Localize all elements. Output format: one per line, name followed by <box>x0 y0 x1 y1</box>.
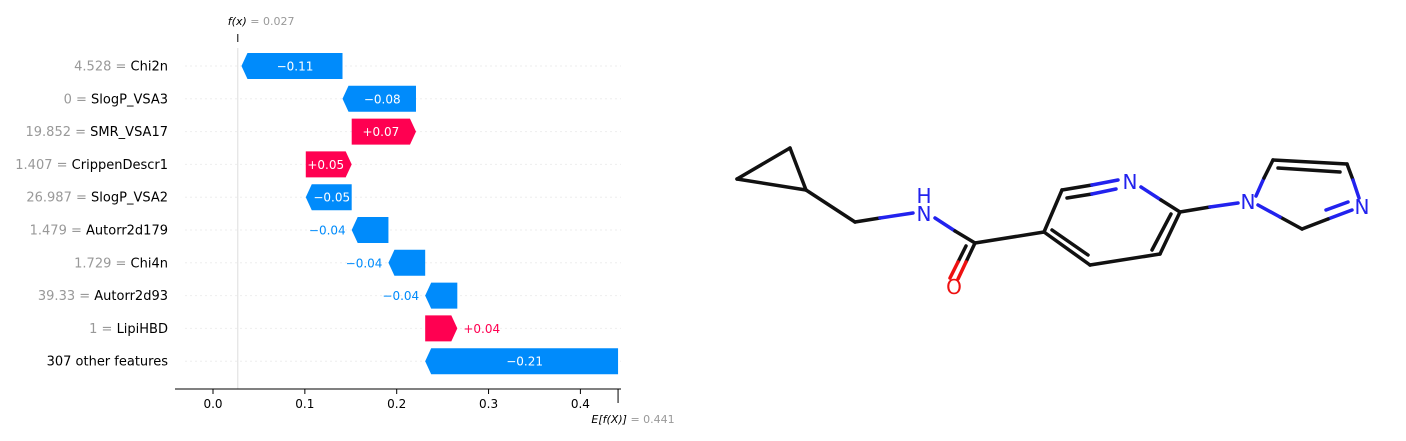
negative-bar <box>351 217 389 243</box>
pyridine-ring <box>1042 178 1182 267</box>
feature-value: 19.852 <box>26 125 72 140</box>
feature-equals: = <box>111 256 130 271</box>
bar-value-label: +0.04 <box>463 322 500 336</box>
feature-equals: = <box>97 322 116 337</box>
negative-bar <box>425 348 619 375</box>
feature-value: 26.987 <box>26 191 72 206</box>
bar-value-label: −0.11 <box>277 60 314 74</box>
bar-value-label: +0.07 <box>362 125 399 139</box>
positive-bar <box>425 315 458 342</box>
feature-label: 1.729 = Chi4n <box>74 256 168 271</box>
bar-value-label: −0.04 <box>309 224 346 238</box>
atom-label-amide-h: H <box>916 184 931 208</box>
feature-value: 4.528 <box>74 60 111 75</box>
atom-label-pyridine-n: N <box>1123 170 1138 194</box>
atom-labels: N H O N N N <box>916 170 1369 299</box>
imidazole-ring <box>1178 158 1361 231</box>
x-tick-label: 0.3 <box>479 397 498 411</box>
feature-name: Autorr2d93 <box>94 289 168 304</box>
feature-equals: = <box>111 60 130 75</box>
feature-equals: = <box>67 224 86 239</box>
base-annotation: E[f(X)] = 0.441 <box>591 413 674 426</box>
feature-name: LipiHBD <box>117 322 168 337</box>
fx-value: 0.027 <box>263 15 295 28</box>
feature-label: 19.852 = SMR_VSA17 <box>26 125 169 140</box>
feature-name: Chi4n <box>131 256 168 271</box>
bar-value-label: −0.21 <box>506 355 543 369</box>
contribution-bars: −0.11 −0.08 +0.07 +0.05 −0.05 −0.04 −0.04 −0.04… <box>241 53 619 375</box>
cyclopropyl-ring <box>735 146 808 192</box>
carbonyl-bond <box>948 241 977 281</box>
feature-name: Chi2n <box>131 60 168 75</box>
feature-label: 1 = LipiHBD <box>89 322 168 337</box>
feature-value: 0 <box>64 92 72 107</box>
x-tick-label: 0.0 <box>203 397 222 411</box>
feature-label: 39.33 = Autorr2d93 <box>38 289 168 304</box>
negative-bar <box>241 53 343 79</box>
feature-labels: 4.528 = Chi2n 0 = SlogP_VSA3 19.852 = SMR_… <box>15 60 168 370</box>
feature-label: 0 = SlogP_VSA3 <box>64 92 168 107</box>
base-value: 0.441 <box>643 413 675 426</box>
shap-waterfall-chart: f(x) = 0.027 4.528 = Chi2n 0 = SlogP_VSA3… <box>15 15 674 426</box>
feature-equals: = <box>75 289 94 304</box>
positive-bar <box>351 118 416 145</box>
negative-bar <box>388 249 426 276</box>
x-tick-label: 0.4 <box>571 397 590 411</box>
atom-label-amide-n: N <box>917 202 932 226</box>
atom-label-imidazole-n1: N <box>1241 190 1256 214</box>
feature-value: 39.33 <box>38 289 75 304</box>
feature-equals: = <box>72 92 91 107</box>
atom-label-oxygen: O <box>946 275 962 299</box>
fx-label: f(x) <box>228 15 247 28</box>
base-equals: = <box>630 413 643 426</box>
feature-name: SlogP_VSA3 <box>91 92 168 107</box>
bar-value-label: −0.04 <box>382 289 419 303</box>
x-axis: 0.0 0.1 0.2 0.3 0.4 <box>175 388 621 411</box>
negative-bar <box>342 85 416 112</box>
linker-bonds <box>804 188 1046 245</box>
feature-label: 1.479 = Autorr2d179 <box>30 224 168 239</box>
feature-value: 1.407 <box>15 158 52 173</box>
feature-value: 1.479 <box>30 224 67 239</box>
negative-bar <box>425 282 458 309</box>
molecule-structure: N H O N N N <box>735 146 1369 299</box>
feature-equals: = <box>72 191 91 206</box>
feature-value: 1 <box>89 322 97 337</box>
feature-label: 307 other features <box>47 355 169 370</box>
feature-label: 26.987 = SlogP_VSA2 <box>26 191 168 206</box>
fx-annotation: f(x) = 0.027 <box>228 15 295 28</box>
x-tick-label: 0.2 <box>387 397 406 411</box>
bar-value-label: −0.05 <box>313 191 350 205</box>
base-label: E[f(X)] <box>591 413 627 426</box>
fx-marker: f(x) = 0.027 <box>228 15 295 389</box>
feature-name: 307 other features <box>47 355 169 370</box>
feature-value: 1.729 <box>74 256 111 271</box>
positive-bar <box>305 151 352 178</box>
feature-name: CrippenDescr1 <box>72 158 168 173</box>
x-tick-label: 0.1 <box>295 397 314 411</box>
feature-name: SMR_VSA17 <box>90 125 168 140</box>
feature-name: Autorr2d179 <box>86 224 168 239</box>
feature-equals: = <box>53 158 72 173</box>
atom-label-imidazole-n3: N <box>1355 195 1370 219</box>
bar-value-label: +0.05 <box>307 158 344 172</box>
bar-value-label: −0.04 <box>346 256 383 270</box>
feature-equals: = <box>71 125 90 140</box>
fx-equals: = <box>250 15 263 28</box>
negative-bar <box>305 184 352 211</box>
feature-name: SlogP_VSA2 <box>91 191 168 206</box>
bar-value-label: −0.08 <box>364 92 401 106</box>
feature-label: 4.528 = Chi2n <box>74 60 168 75</box>
feature-label: 1.407 = CrippenDescr1 <box>15 158 168 173</box>
